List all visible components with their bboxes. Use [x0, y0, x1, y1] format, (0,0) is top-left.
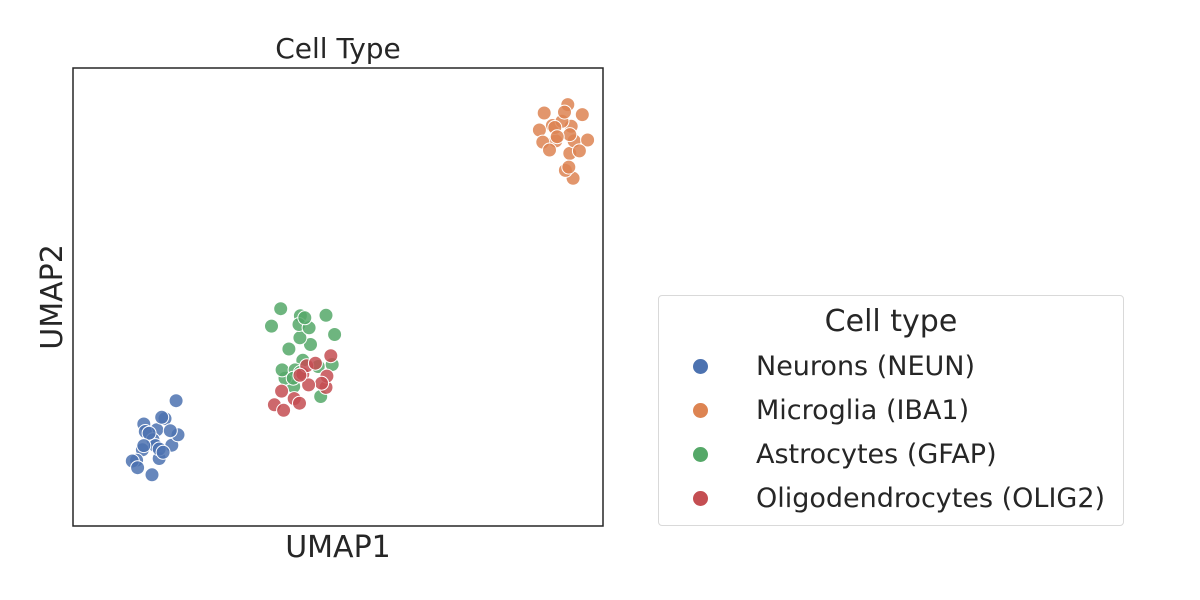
legend-marker-neurons — [693, 358, 708, 374]
legend-marker-microglia — [693, 402, 708, 418]
point-microglia — [549, 129, 565, 145]
point-astrocytes — [273, 301, 289, 317]
point-astrocytes — [297, 310, 313, 326]
point-microglia — [542, 142, 557, 158]
point-oligodendrocytes — [323, 348, 339, 364]
legend-marker-oligodendrocytes — [693, 490, 708, 506]
point-microglia — [562, 127, 578, 143]
point-astrocytes — [303, 337, 318, 352]
point-microglia — [574, 107, 590, 123]
point-neurons — [136, 438, 152, 454]
point-neurons — [162, 423, 178, 439]
legend-item-neurons: Neurons (NEUN) — [659, 349, 975, 383]
point-oligodendrocytes — [301, 377, 317, 393]
point-neurons — [154, 409, 170, 425]
point-astrocytes — [318, 307, 334, 323]
point-neurons — [130, 460, 146, 476]
point-microglia — [571, 143, 587, 159]
legend-label-astrocytes: Astrocytes (GFAP) — [756, 438, 997, 470]
point-microglia — [580, 132, 596, 148]
legend-item-oligodendrocytes: Oligodendrocytes (OLIG2) — [659, 481, 1105, 515]
point-oligodendrocytes — [292, 395, 307, 411]
point-neurons — [168, 393, 184, 409]
point-neurons — [141, 425, 157, 441]
point-oligodendrocytes — [274, 383, 290, 399]
point-astrocytes — [327, 327, 343, 342]
point-neurons — [155, 444, 171, 460]
point-microglia — [536, 105, 552, 121]
legend-item-microglia: Microglia (IBA1) — [659, 393, 969, 427]
y-axis-label: UMAP2 — [35, 244, 70, 350]
point-astrocytes — [281, 341, 297, 357]
point-oligodendrocytes — [276, 402, 292, 418]
point-oligodendrocytes — [292, 367, 308, 383]
legend-label-oligodendrocytes: Oligodendrocytes (OLIG2) — [756, 482, 1106, 514]
data-points — [124, 97, 596, 483]
point-microglia — [561, 159, 577, 175]
point-microglia — [557, 104, 572, 120]
legend-label-neurons: Neurons (NEUN) — [756, 350, 975, 382]
point-neurons — [144, 467, 160, 483]
legend-title: Cell type — [824, 304, 958, 339]
legend-item-astrocytes: Astrocytes (GFAP) — [659, 437, 997, 471]
legend-label-microglia: Microglia (IBA1) — [756, 394, 970, 426]
legend: Cell type Neurons (NEUN) Microglia (IBA1… — [658, 295, 1124, 526]
chart-title: Cell Type — [275, 32, 401, 65]
point-oligodendrocytes — [314, 375, 330, 391]
legend-marker-astrocytes — [693, 446, 708, 462]
point-oligodendrocytes — [307, 355, 323, 371]
point-astrocytes — [264, 318, 279, 334]
x-axis-label: UMAP1 — [285, 530, 391, 565]
